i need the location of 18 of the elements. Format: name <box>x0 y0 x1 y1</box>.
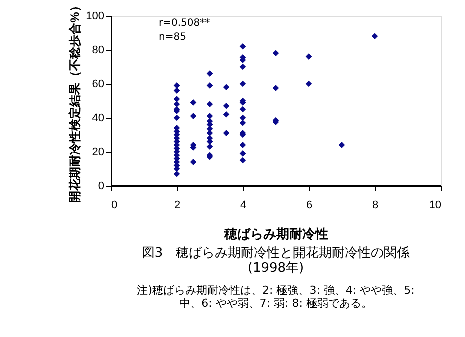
y-tick-label: 100 <box>86 10 104 22</box>
text: 図3 穂ばらみ期耐冷性と開花期耐冷性の関係(1998年) <box>142 246 410 276</box>
y-tick-label: 20 <box>92 146 104 158</box>
x-tick-label: 2 <box>174 200 181 212</box>
x-axis-title: 穂ばらみ期耐冷性 <box>224 226 328 242</box>
x-tick-label: 6 <box>306 200 313 212</box>
y-tick-label: 60 <box>92 78 104 90</box>
annotation: r=0.508** <box>159 18 210 29</box>
y-tick-label: 40 <box>92 112 104 124</box>
x-tick-label: 0 <box>112 200 118 212</box>
y-tick-label: 80 <box>92 44 104 56</box>
text: 注)穂ばらみ期耐冷性は、2: 極強、3: 強、4: やや強、5: 中、6: やや弱、7: 弱: 8: 極弱である。 <box>137 284 415 310</box>
x-tick-label: 8 <box>372 200 379 212</box>
annotation: n=85 <box>159 32 186 43</box>
x-tick-label: 10 <box>429 200 442 212</box>
x-tick-label: 4 <box>240 200 247 212</box>
y-tick-label: 0 <box>98 180 104 192</box>
y-axis-title: 開花期耐冷性検定結果（不稔歩合%） <box>68 0 82 203</box>
